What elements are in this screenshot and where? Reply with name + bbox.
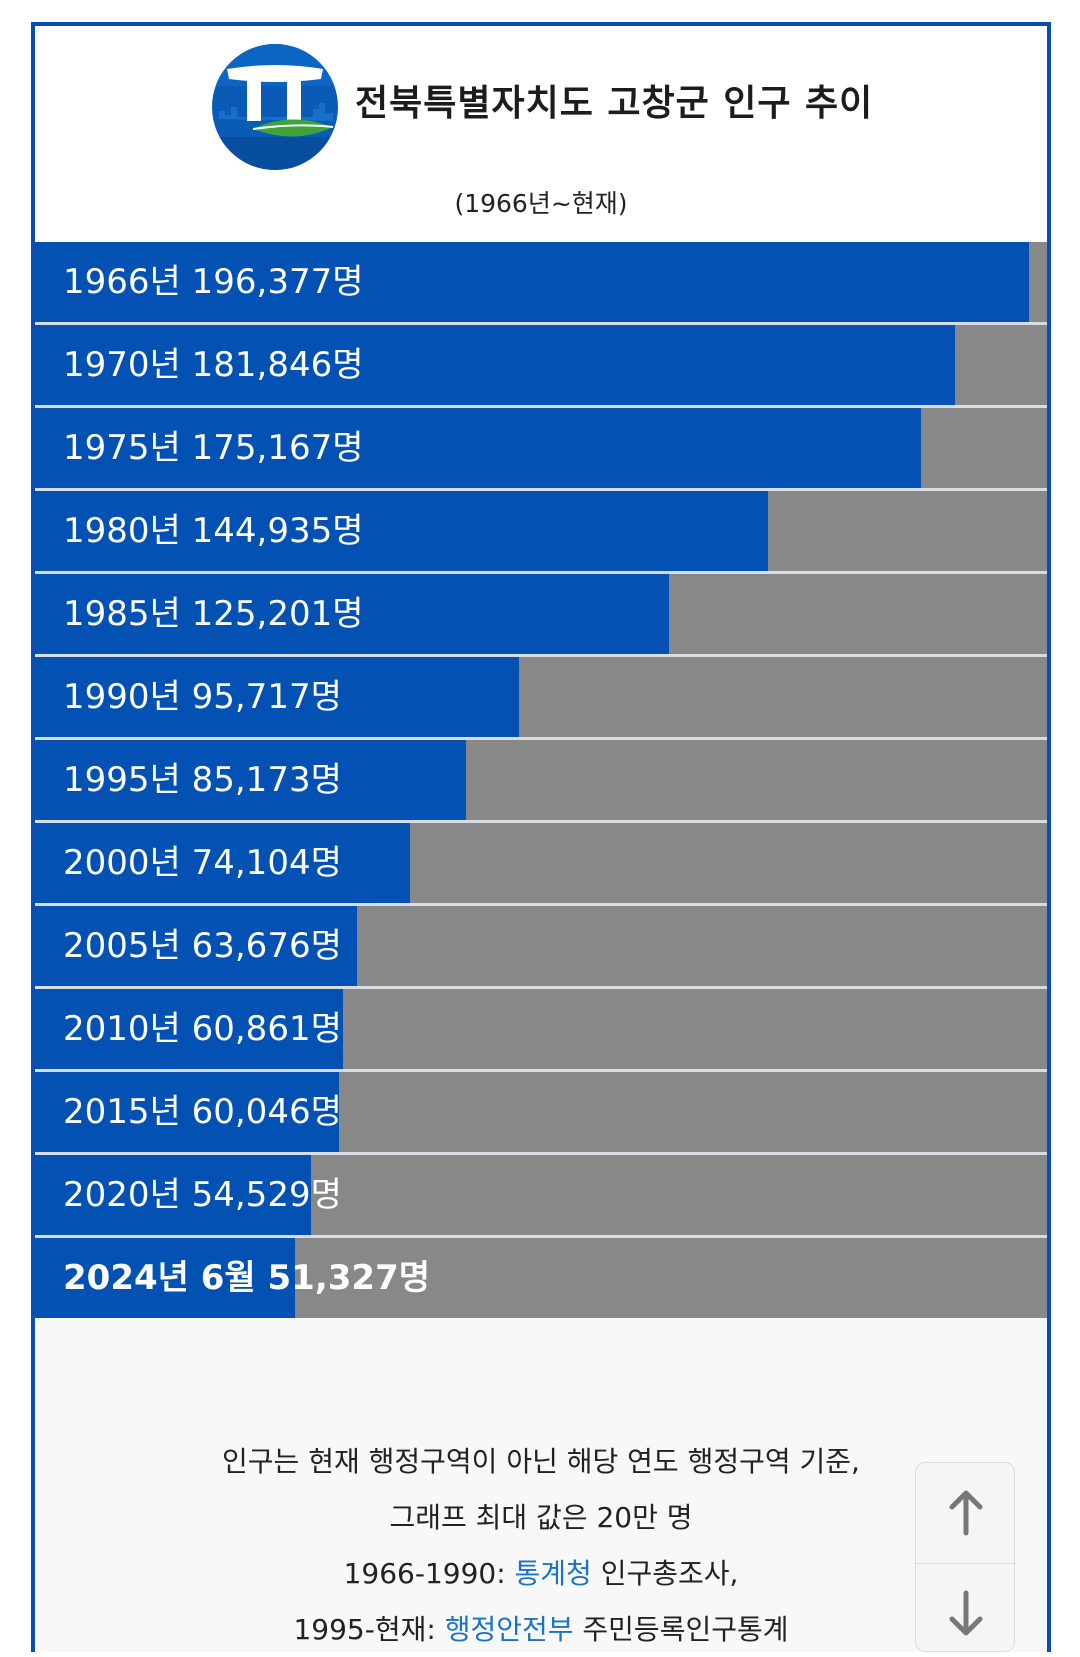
bar-fill <box>35 242 1029 322</box>
bar-row: 1985년 125,201명 <box>35 574 1047 654</box>
bar-row: 2024년 6월 51,327명 <box>35 1238 1047 1318</box>
note-line-3-prefix: 1966-1990: <box>343 1557 515 1590</box>
bar-separator <box>35 1069 1047 1072</box>
bar-separator <box>35 820 1047 823</box>
bar-fill <box>35 325 955 405</box>
bar-separator <box>35 1235 1047 1238</box>
note-line-4: 1995-현재: 행정안전부 주민등록인구통계 <box>35 1608 1047 1648</box>
bar-fill <box>35 740 466 820</box>
note-line-4-prefix: 1995-현재: <box>293 1613 445 1646</box>
bar-row: 2015년 60,046명 <box>35 1072 1047 1152</box>
bar-separator <box>35 654 1047 657</box>
dolmen-logo-icon <box>211 43 339 171</box>
bar-separator <box>35 488 1047 491</box>
bar-label: 1985년 125,201명 <box>63 594 364 634</box>
bar-separator <box>35 903 1047 906</box>
note-line-3-suffix: 인구총조사, <box>591 1557 739 1590</box>
bar-fill <box>35 1238 295 1318</box>
bar-label: 1990년 95,717명 <box>63 677 342 717</box>
bar-row: 2010년 60,861명 <box>35 989 1047 1069</box>
bar-label: 2024년 6월 51,327명 <box>63 1258 431 1298</box>
bar-row: 2020년 54,529명 <box>35 1155 1047 1235</box>
bar-separator <box>35 322 1047 325</box>
bar-label: 2015년 60,046명 <box>63 1092 342 1132</box>
bar-fill <box>35 657 519 737</box>
bar-separator <box>35 571 1047 574</box>
statistics-korea-link[interactable]: 통계청 <box>514 1557 592 1590</box>
bar-row: 2000년 74,104명 <box>35 823 1047 903</box>
note-line-4-suffix: 주민등록인구통계 <box>573 1613 789 1646</box>
arrow-up-icon <box>949 1490 983 1536</box>
bar-row: 1975년 175,167명 <box>35 408 1047 488</box>
bar-separator <box>35 1152 1047 1155</box>
bar-fill <box>35 574 669 654</box>
ministry-interior-link[interactable]: 행정안전부 <box>444 1613 574 1646</box>
bar-label: 2005년 63,676명 <box>63 926 342 966</box>
chart-frame: 전북특별자치도 고창군 인구 추이 (1966년~현재) 1966년 196,3… <box>31 22 1051 1652</box>
bar-fill <box>35 408 921 488</box>
arrow-down-icon <box>949 1590 983 1636</box>
bar-row: 1966년 196,377명 <box>35 242 1047 322</box>
bar-fill <box>35 1072 339 1152</box>
scroll-down-button[interactable] <box>916 1567 1016 1657</box>
bar-separator <box>35 405 1047 408</box>
bar-row: 2005년 63,676명 <box>35 906 1047 986</box>
bar-label: 2020년 54,529명 <box>63 1175 342 1215</box>
scroll-up-button[interactable] <box>916 1467 1016 1557</box>
bar-separator <box>35 986 1047 989</box>
bar-label: 1970년 181,846명 <box>63 345 364 385</box>
bar-fill <box>35 989 343 1069</box>
scroll-divider <box>916 1563 1016 1564</box>
chart-header: 전북특별자치도 고창군 인구 추이 (1966년~현재) <box>35 26 1047 242</box>
note-line-3: 1966-1990: 통계청 인구총조사, <box>35 1552 1047 1592</box>
bar-separator <box>35 737 1047 740</box>
note-line-1: 인구는 현재 행정구역이 아닌 해당 연도 행정구역 기준, <box>222 1445 860 1478</box>
bar-fill <box>35 491 768 571</box>
bar-label: 1966년 196,377명 <box>63 262 364 302</box>
bar-fill <box>35 823 410 903</box>
scroll-controls <box>915 1462 1016 1652</box>
bar-label: 1975년 175,167명 <box>63 428 364 468</box>
bar-fill <box>35 1155 311 1235</box>
note-line-2: 그래프 최대 값은 20만 명 <box>389 1501 693 1534</box>
chart-subtitle: (1966년~현재) <box>454 189 628 218</box>
bar-row: 1970년 181,846명 <box>35 325 1047 405</box>
bar-row: 1980년 144,935명 <box>35 491 1047 571</box>
bar-row: 1995년 85,173명 <box>35 740 1047 820</box>
chart-title: 전북특별자치도 고창군 인구 추이 <box>355 83 874 124</box>
bar-label: 1980년 144,935명 <box>63 511 364 551</box>
bar-label: 2010년 60,861명 <box>63 1009 342 1049</box>
bar-row: 1990년 95,717명 <box>35 657 1047 737</box>
bar-label: 1995년 85,173명 <box>63 760 342 800</box>
bar-label: 2000년 74,104명 <box>63 843 342 883</box>
bar-fill <box>35 906 357 986</box>
